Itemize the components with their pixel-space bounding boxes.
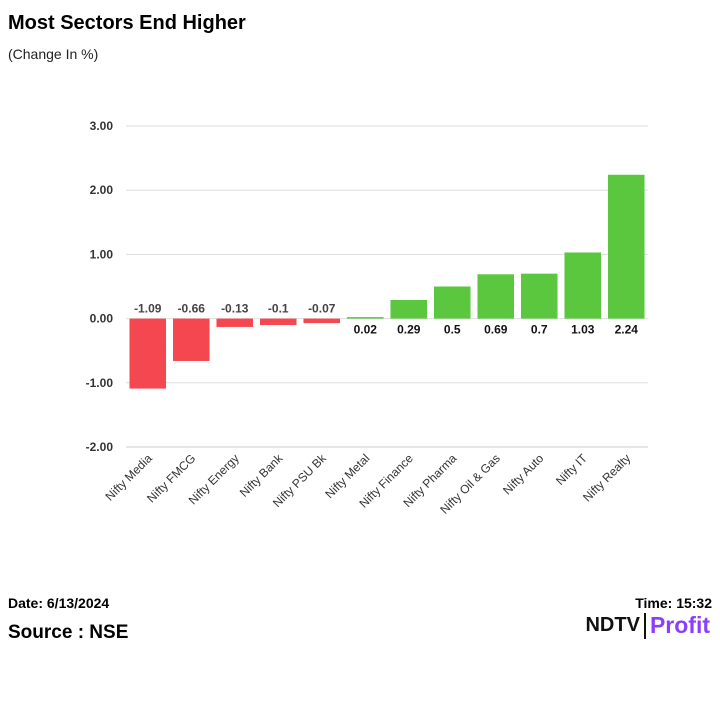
- y-tick-label: -2.00: [86, 440, 114, 454]
- bar: [259, 318, 297, 326]
- data-label: 0.7: [531, 323, 548, 337]
- logo-profit-text: Profit: [649, 612, 710, 638]
- chart-subtitle: (Change In %): [8, 46, 99, 62]
- data-label: -0.66: [178, 302, 206, 316]
- ndtv-profit-logo: NDTV Profit: [585, 612, 710, 639]
- x-tick-label: Nifty Realty: [580, 451, 633, 504]
- data-label: -1.09: [134, 302, 162, 316]
- bar: [346, 317, 384, 319]
- data-label: 2.24: [615, 323, 639, 337]
- bar: [172, 318, 210, 361]
- data-label: -0.1: [268, 302, 289, 316]
- bar: [433, 286, 471, 319]
- bar: [564, 252, 602, 319]
- data-label: 1.03: [571, 323, 595, 337]
- date-label: Date: 6/13/2024: [8, 595, 110, 611]
- bar: [303, 318, 341, 324]
- y-tick-label: 0.00: [90, 312, 114, 326]
- data-label: -0.07: [308, 302, 336, 316]
- data-label: 0.69: [484, 323, 508, 337]
- y-tick-label: 1.00: [90, 247, 114, 261]
- y-tick-label: -1.00: [86, 376, 114, 390]
- y-tick-label: 3.00: [90, 119, 114, 133]
- logo-divider: [643, 612, 646, 639]
- bar: [216, 318, 254, 327]
- time-label: Time: 15:32: [635, 595, 712, 611]
- x-tick-label: Nifty IT: [553, 451, 590, 488]
- data-label: 0.5: [444, 323, 461, 337]
- source-label: Source : NSE: [8, 622, 129, 643]
- chart-title: Most Sectors End Higher: [8, 12, 246, 34]
- bar: [477, 274, 515, 319]
- bar: [390, 299, 428, 319]
- data-label: 0.02: [354, 323, 378, 337]
- bar: [607, 174, 645, 319]
- x-tick-label: Nifty Auto: [500, 451, 546, 497]
- data-label: -0.13: [221, 302, 249, 316]
- y-tick-label: 2.00: [90, 183, 114, 197]
- logo-ndtv-text: NDTV: [585, 614, 640, 636]
- data-label: 0.29: [397, 323, 421, 337]
- bar: [520, 273, 558, 319]
- bar: [129, 318, 167, 389]
